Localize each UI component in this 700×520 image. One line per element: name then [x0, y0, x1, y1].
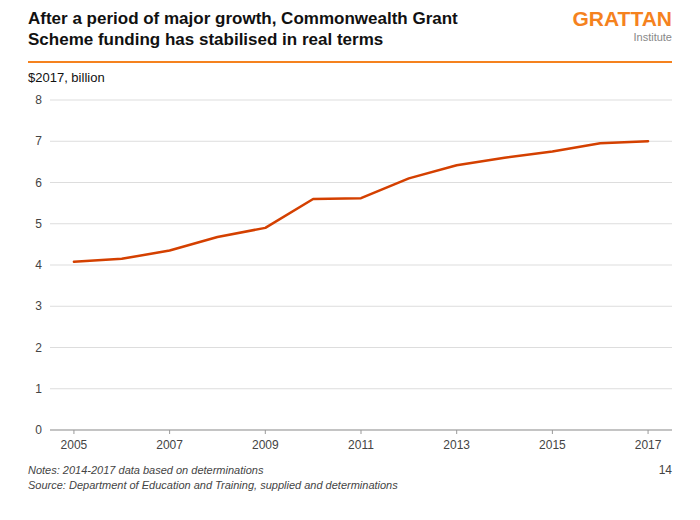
grid-line: [50, 100, 672, 101]
grid-line: [50, 265, 672, 266]
x-tick-label: 2015: [539, 438, 566, 452]
grid-line: [50, 388, 672, 389]
x-tick: [169, 430, 170, 434]
y-axis: 0 1 2 3 4 5 6 7 8: [35, 93, 672, 437]
y-tick-label: 7: [35, 134, 42, 148]
logo-subtitle: Institute: [633, 31, 672, 43]
y-tick-label: 6: [35, 176, 42, 190]
x-tick: [265, 430, 266, 434]
line: [74, 141, 648, 261]
y-tick-label: 0: [35, 423, 42, 437]
x-tick-label: 2009: [252, 438, 279, 452]
grid-line: [50, 306, 672, 307]
y-tick-label: 2: [35, 341, 42, 355]
title: After a period of major growth, Commonwe…: [28, 9, 458, 49]
x-tick: [552, 430, 553, 434]
y-tick-label: 4: [35, 258, 42, 272]
text-line: Notes: 2014-2017 data based on determina…: [28, 464, 264, 476]
x-tick: [73, 430, 74, 434]
text-line: Source: Department of Education and Trai…: [28, 479, 398, 491]
x-tick-label: 2017: [635, 438, 662, 452]
page-number: 14: [659, 463, 673, 477]
x-tick-label: 2005: [61, 438, 88, 452]
grid-line: [50, 182, 672, 183]
notes: Notes: 2014-2017 data based on determina…: [28, 464, 398, 491]
y-tick-label: 1: [35, 382, 42, 396]
logo: GRATTAN: [572, 7, 672, 30]
x-tick: [361, 430, 362, 434]
y-tick-label: 5: [35, 217, 42, 231]
x-tick-label: 2011: [348, 438, 374, 452]
y-tick-label: 8: [35, 93, 42, 107]
subtitle: $2017, billion: [28, 70, 105, 85]
grid-line: [50, 141, 672, 142]
grid-line: [50, 223, 672, 224]
x-tick-label: 2013: [443, 438, 470, 452]
x-tick-label: 2007: [156, 438, 183, 452]
text-line: After a period of major growth, Commonwe…: [28, 9, 458, 28]
chart: After a period of major growth, Commonwe…: [0, 0, 700, 520]
text-line: Scheme funding has stabilised in real te…: [28, 30, 383, 49]
background: [0, 0, 700, 520]
separator: [28, 61, 672, 63]
x-tick: [456, 430, 457, 434]
plot-area: [74, 141, 648, 261]
x-tick: [648, 430, 649, 434]
grid-line: [50, 347, 672, 348]
y-tick-label: 3: [35, 299, 42, 313]
x-axis: 2005 2007 2009 2011 2013 2015 2017: [50, 430, 672, 452]
